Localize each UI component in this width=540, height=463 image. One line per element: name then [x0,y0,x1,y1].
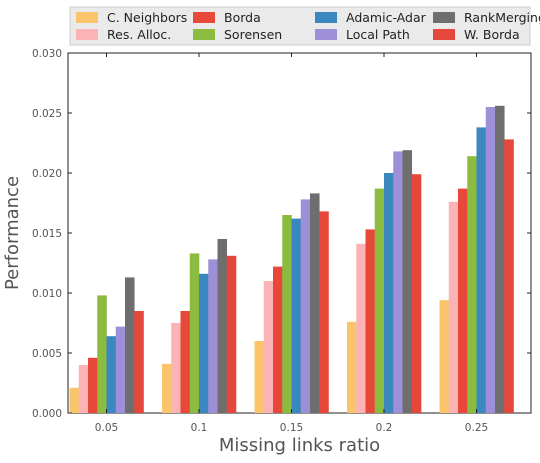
bar-borda-0.2 [365,229,376,413]
bar-borda-0.25 [458,188,468,413]
bar-w-borda-0.1 [226,255,237,413]
bar-res-alloc--0.25 [448,201,459,413]
bar-res-alloc--0.1 [171,323,181,413]
legend-swatch [433,12,455,23]
bar-rankmerging-0.05 [125,277,135,413]
bar-res-alloc--0.2 [356,243,366,413]
bar-w-borda-0.05 [134,311,144,413]
y-tick-label: 0.030 [32,48,62,60]
legend-swatch [193,29,215,40]
bar-borda-0.15 [273,266,283,413]
legend-label: Sorensen [224,27,282,42]
bar-local-path-0.05 [115,326,126,413]
bar-res-alloc--0.05 [78,365,89,413]
legend-swatch [315,12,337,23]
bar-c-neighbors-0.15 [254,341,265,413]
bar-borda-0.05 [88,357,98,413]
y-tick-label: 0.005 [32,348,62,360]
legend-label: RankMerging [464,10,540,25]
y-tick-label: 0.000 [32,408,62,420]
y-tick-label: 0.010 [32,288,62,300]
x-axis-ticks: 0.05 0.1 0.15 0.2 0.25 [95,53,488,434]
x-tick-label: 0.05 [95,422,118,434]
bar-c-neighbors-0.05 [69,387,80,413]
bar-borda-0.1 [180,311,191,413]
bar-w-borda-0.15 [319,211,329,413]
bar-adamic-adar-0.25 [476,127,487,414]
y-axis-label: Performance [2,176,23,290]
bar-adamic-adar-0.1 [199,273,209,413]
bar-rankmerging-0.15 [310,193,320,413]
x-tick-label: 0.15 [280,422,303,434]
bar-rankmerging-0.25 [495,105,505,414]
y-axis-ticks: 0.000 0.005 0.010 0.015 0.020 0.025 0.030 [32,48,531,420]
bar-local-path-0.2 [393,151,403,413]
legend-swatch [76,12,98,23]
x-tick-label: 0.25 [465,422,488,434]
bar-c-neighbors-0.25 [439,300,450,413]
bar-sorensen-0.15 [282,215,292,413]
y-tick-label: 0.020 [32,168,62,180]
bar-adamic-adar-0.15 [291,218,302,413]
legend-swatch [76,29,98,40]
bar-rankmerging-0.1 [217,239,228,413]
legend-label: Adamic-Adar [346,10,427,25]
x-tick-label: 0.2 [376,422,393,434]
legend-label: Local Path [346,27,410,42]
legend-swatch [433,29,455,40]
bar-sorensen-0.1 [189,253,200,413]
legend-label: C. Neighbors [107,10,187,25]
y-tick-label: 0.015 [32,228,62,240]
bar-adamic-adar-0.2 [384,173,394,413]
bar-rankmerging-0.2 [402,150,413,413]
bars-group [69,105,514,414]
y-tick-label: 0.025 [32,108,62,120]
legend-swatch [315,29,337,40]
bar-adamic-adar-0.05 [106,336,117,413]
bar-local-path-0.1 [208,259,218,413]
legend-swatch [193,12,215,23]
bar-sorensen-0.25 [467,156,477,413]
bar-local-path-0.25 [485,107,496,413]
bar-local-path-0.15 [300,199,311,413]
bar-res-alloc--0.15 [263,281,274,413]
legend-label: Res. Alloc. [107,27,171,42]
x-axis-label: Missing links ratio [219,435,380,456]
bar-w-borda-0.25 [504,139,514,413]
bar-c-neighbors-0.2 [347,321,357,413]
bar-sorensen-0.2 [374,188,385,413]
bar-sorensen-0.05 [97,295,107,413]
legend-label: W. Borda [464,27,520,42]
bar-w-borda-0.2 [411,174,422,413]
bar-c-neighbors-0.1 [162,363,172,413]
legend-label: Borda [224,10,261,25]
legend: C. Neighbors Res. Alloc. Borda Sorensen Adam… [69,6,540,46]
x-tick-label: 0.1 [191,422,208,434]
